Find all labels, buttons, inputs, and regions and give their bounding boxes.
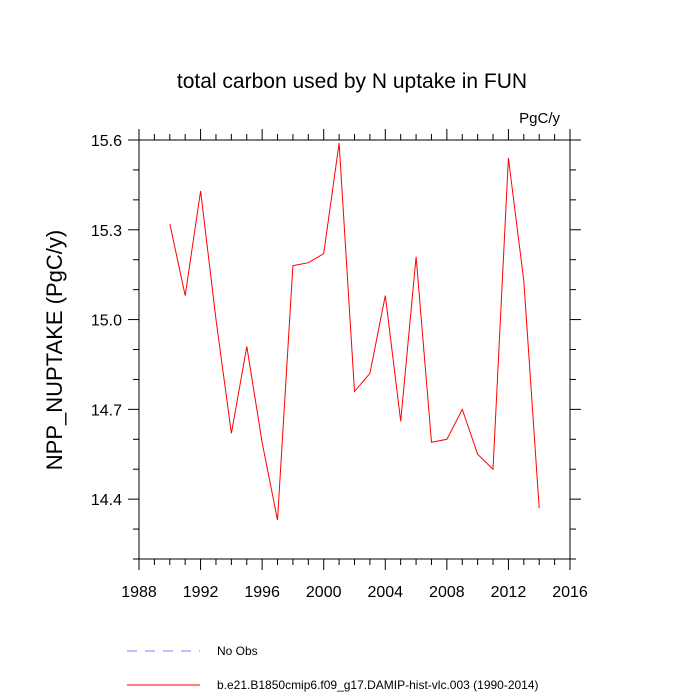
x-tick-label: 2012	[491, 584, 527, 601]
y-tick-label: 15.6	[91, 133, 122, 150]
legend-label: No Obs	[217, 644, 258, 658]
y-tick-label: 15.0	[91, 313, 122, 330]
x-tick-label: 1992	[183, 584, 219, 601]
y-tick-label: 15.3	[91, 223, 122, 240]
series-line	[169, 142, 540, 521]
legend: No Obs b.e21.B1850cmip6.f09_g17.DAMIP-his…	[127, 644, 539, 692]
x-tick-label: 2016	[552, 584, 588, 601]
axis-ticks: 1988 1992 1996 2000 2004 2008 2012 2016 14.4 14.7…	[91, 129, 588, 601]
plot-frame	[138, 139, 571, 560]
x-tick-label: 1988	[121, 584, 157, 601]
y-axis-label: NPP_NUPTAKE (PgC/y)	[42, 230, 67, 470]
legend-label: b.e21.B1850cmip6.f09_g17.DAMIP-hist-vlc.…	[217, 678, 539, 692]
series-layer	[169, 142, 540, 521]
y-tick-label: 14.4	[91, 492, 122, 509]
x-tick-label: 1996	[244, 584, 280, 601]
chart-title: total carbon used by N uptake in FUN	[177, 70, 527, 93]
x-tick-label: 2004	[367, 584, 403, 601]
units-label: PgC/y	[519, 110, 560, 127]
x-tick-label: 2008	[429, 584, 465, 601]
y-tick-label: 14.7	[91, 402, 122, 419]
x-tick-label: 2000	[306, 584, 342, 601]
